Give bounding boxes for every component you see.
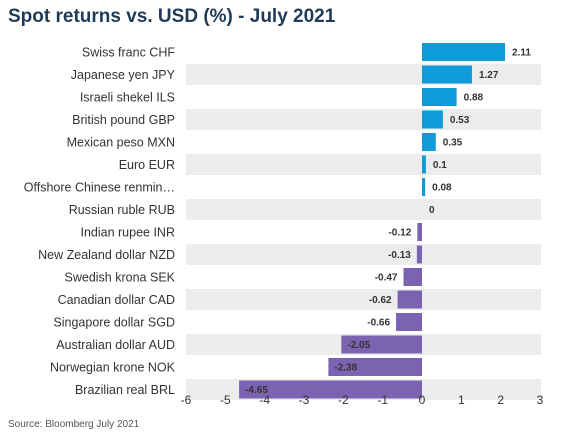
- data-label: 0.35: [443, 138, 463, 149]
- bar: [422, 178, 426, 196]
- data-label: 1.27: [479, 70, 499, 81]
- x-tick-label: 3: [537, 393, 544, 407]
- category-label: Offshore Chinese renmin…: [24, 181, 175, 195]
- bar: [422, 88, 457, 106]
- x-tick-label: -5: [220, 393, 231, 407]
- category-label: Swedish krona SEK: [65, 271, 176, 285]
- category-label: British pound GBP: [72, 113, 175, 127]
- data-label: 0.53: [450, 115, 470, 126]
- category-label: Mexican peso MXN: [67, 136, 175, 150]
- bar: [403, 268, 422, 286]
- data-label: 0.88: [464, 93, 484, 104]
- bar: [422, 65, 472, 84]
- data-label: -2.38: [334, 363, 357, 374]
- bar: [239, 380, 422, 399]
- data-label: 0.1: [433, 160, 447, 171]
- data-label: -0.13: [388, 250, 411, 261]
- x-tick-label: -3: [299, 393, 310, 407]
- category-label: Russian ruble RUB: [69, 203, 175, 217]
- row-band: [186, 109, 541, 130]
- category-label: Norwegian krone NOK: [50, 361, 176, 375]
- x-tick-label: 2: [497, 393, 504, 407]
- bar: [396, 313, 422, 331]
- row-band: [186, 244, 541, 265]
- data-label: -2.05: [347, 340, 370, 351]
- data-label: 2.11: [512, 48, 531, 59]
- x-tick-label: 1: [458, 393, 465, 407]
- row-band: [186, 199, 541, 220]
- data-label: -0.62: [369, 295, 392, 306]
- category-label: Indian rupee INR: [80, 226, 175, 240]
- row-band: [186, 154, 541, 175]
- bar: [422, 110, 443, 129]
- data-label: -0.66: [367, 318, 390, 329]
- category-label: Canadian dollar CAD: [58, 293, 175, 307]
- bar: [422, 155, 426, 174]
- bar: [397, 290, 422, 309]
- bar: [341, 335, 422, 354]
- data-label: 0.08: [432, 183, 452, 194]
- x-tick-label: 0: [419, 393, 426, 407]
- source-note: Source: Bloomberg July 2021: [8, 419, 140, 430]
- data-label: -0.12: [388, 228, 411, 239]
- category-label: Australian dollar AUD: [56, 338, 175, 352]
- category-label: Brazilian real BRL: [75, 383, 175, 397]
- x-tick-label: -1: [377, 393, 388, 407]
- category-label: New Zealand dollar NZD: [38, 248, 175, 262]
- category-label: Japanese yen JPY: [71, 68, 176, 82]
- category-label: Swiss franc CHF: [82, 46, 175, 60]
- data-label: -0.47: [375, 273, 398, 284]
- chart-title: Spot returns vs. USD (%) - July 2021: [8, 6, 336, 27]
- bar: [328, 358, 422, 376]
- data-label: 0: [429, 205, 435, 216]
- data-label: -4.65: [245, 385, 268, 396]
- bar: [422, 133, 436, 151]
- x-tick-label: -4: [259, 393, 270, 407]
- category-label: Singapore dollar SGD: [53, 316, 175, 330]
- x-tick-label: -6: [181, 393, 192, 407]
- bar: [417, 223, 422, 241]
- x-tick-label: -2: [338, 393, 349, 407]
- bar: [422, 43, 505, 61]
- row-band: [186, 289, 541, 310]
- bar: [416, 245, 422, 264]
- category-label: Israeli shekel ILS: [80, 91, 175, 105]
- category-label: Euro EUR: [119, 158, 175, 172]
